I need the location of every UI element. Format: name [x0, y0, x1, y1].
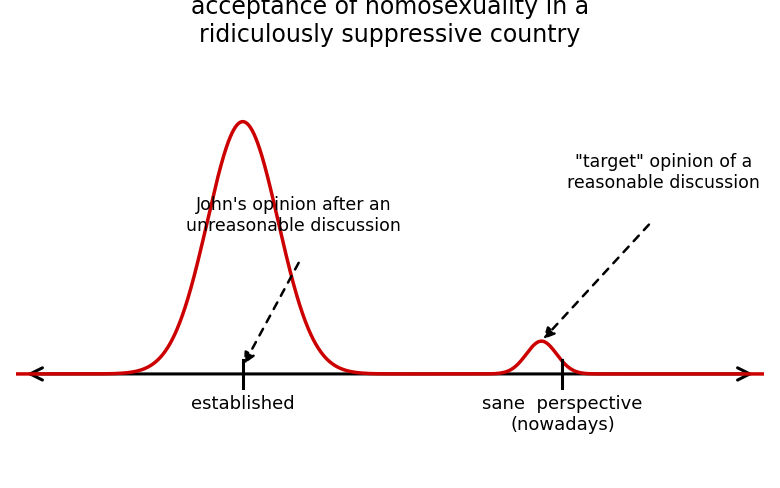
Text: "target" opinion of a
reasonable discussion: "target" opinion of a reasonable discuss… [567, 154, 760, 192]
Text: sane  perspective
(nowadays): sane perspective (nowadays) [482, 395, 643, 434]
Text: John's opinion after an
unreasonable discussion: John's opinion after an unreasonable dis… [186, 196, 401, 235]
Title: acceptance of homosexuality in a
ridiculously suppressive country: acceptance of homosexuality in a ridicul… [191, 0, 589, 47]
Text: established: established [191, 395, 295, 413]
